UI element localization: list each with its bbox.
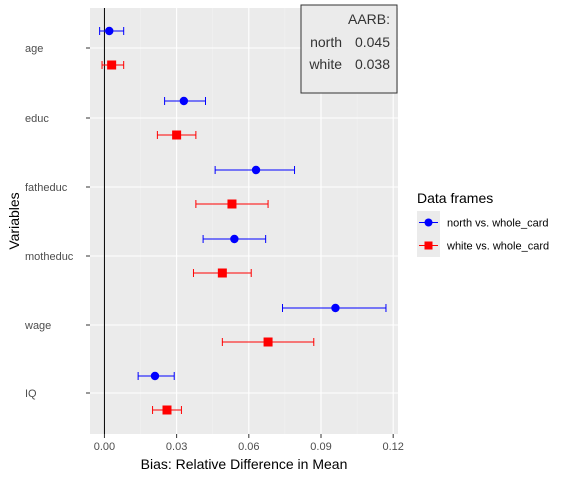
- y-axis-title: Variables: [6, 192, 22, 249]
- data-point: [331, 303, 340, 313]
- legend-title: Data frames: [417, 190, 493, 206]
- aarb-title: AARB:: [348, 11, 390, 27]
- y-tick-label: educ: [25, 113, 49, 125]
- y-axis-ticks: age educ fatheduc motheduc wage IQ: [24, 43, 90, 400]
- series-north: [99, 26, 387, 381]
- data-point: [107, 60, 117, 70]
- y-tick-label: age: [25, 43, 43, 55]
- data-point: [105, 26, 114, 36]
- data-point: [172, 130, 182, 140]
- y-tick-label: IQ: [25, 388, 37, 400]
- data-point: [263, 337, 273, 347]
- data-point: [150, 371, 160, 381]
- x-tick-label: 0.06: [238, 441, 259, 453]
- aarb-white-value: 0.038: [355, 56, 390, 72]
- legend-item-north: north vs. whole_card: [417, 211, 549, 234]
- x-tick-label: 0.12: [382, 441, 403, 453]
- x-tick-label: 0.03: [166, 441, 187, 453]
- aarb-annotation: AARB: north 0.045 white 0.038: [300, 4, 398, 94]
- legend-item-white: white vs. whole_card: [417, 234, 549, 257]
- series-white: [101, 60, 315, 415]
- x-tick-label: 0.09: [310, 441, 331, 453]
- legend: Data frames north vs. whole_card white v…: [417, 190, 549, 257]
- legend-marker-white: [424, 241, 433, 250]
- data-point: [162, 405, 172, 415]
- aarb-north-value: 0.045: [355, 34, 390, 50]
- y-tick-label: wage: [24, 320, 51, 332]
- legend-label-white: white vs. whole_card: [446, 241, 549, 253]
- data-point: [230, 234, 239, 244]
- legend-label-north: north vs. whole_card: [447, 218, 549, 230]
- data-point: [217, 268, 227, 278]
- data-marks: [99, 26, 387, 415]
- x-axis-title: Bias: Relative Difference in Mean: [141, 456, 348, 472]
- data-point: [179, 96, 189, 106]
- y-tick-label: fatheduc: [25, 182, 68, 194]
- x-axis-ticks: 0.00 0.03 0.06 0.09 0.12: [94, 434, 404, 453]
- x-tick-label: 0.00: [94, 441, 115, 453]
- aarb-box: [300, 4, 398, 94]
- y-tick-label: motheduc: [25, 251, 74, 263]
- data-point: [251, 165, 261, 175]
- data-point: [227, 199, 237, 209]
- aarb-white-label: white: [308, 56, 342, 72]
- legend-marker-north: [424, 218, 433, 227]
- aarb-north-label: north: [310, 34, 342, 50]
